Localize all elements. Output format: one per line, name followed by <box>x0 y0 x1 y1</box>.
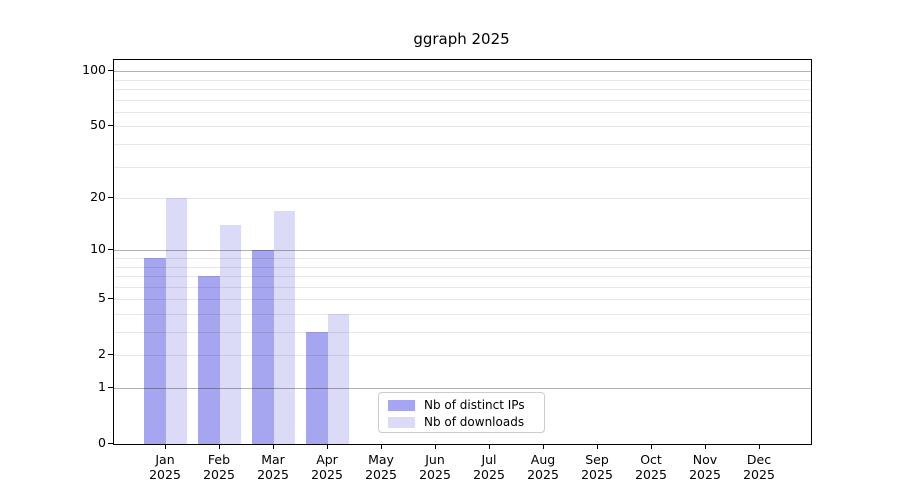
minor-gridline <box>114 111 811 113</box>
x-axis-label: Dec 2025 <box>743 452 775 482</box>
y-axis-tick <box>108 249 113 251</box>
x-axis-label: Sep 2025 <box>581 452 613 482</box>
x-axis-tick <box>381 444 382 449</box>
bar-downloads-0 <box>166 198 187 444</box>
y-axis-label: 20 <box>90 189 106 205</box>
bar-distinct-ips-0 <box>144 258 166 444</box>
legend: Nb of distinct IPs Nb of downloads <box>378 392 545 433</box>
x-axis-label: Oct 2025 <box>635 452 667 482</box>
minor-gridline <box>114 276 811 277</box>
x-axis-label: Feb 2025 <box>203 452 235 482</box>
minor-gridline <box>114 126 811 128</box>
x-axis-label: Apr 2025 <box>311 452 343 482</box>
bar-downloads-2 <box>274 210 295 444</box>
minor-gridline <box>114 166 811 168</box>
bar-distinct-ips-2 <box>252 250 274 444</box>
x-axis-tick <box>705 444 706 449</box>
y-axis-label: 5 <box>98 290 106 306</box>
minor-gridline <box>114 266 811 268</box>
y-axis-label: 10 <box>90 241 106 257</box>
legend-item-downloads: Nb of downloads <box>379 415 524 429</box>
y-axis-label: 0 <box>98 435 106 450</box>
legend-item-distinct-ips: Nb of distinct IPs <box>379 398 525 412</box>
bar-distinct-ips-1 <box>198 276 220 444</box>
minor-gridline <box>114 79 811 81</box>
minor-gridline <box>114 99 811 101</box>
x-axis-label: Nov 2025 <box>689 452 721 482</box>
x-axis-tick <box>489 444 490 449</box>
x-axis-tick <box>273 444 274 449</box>
x-axis-label: Mar 2025 <box>257 452 289 482</box>
y-axis-tick <box>108 70 113 72</box>
x-axis-tick <box>165 444 166 449</box>
legend-label: Nb of downloads <box>424 415 525 429</box>
legend-swatch-downloads <box>388 416 415 428</box>
legend-swatch-distinct-ips <box>388 399 415 411</box>
minor-gridline <box>114 332 811 333</box>
plot-area <box>113 59 812 445</box>
y-axis-tick <box>108 197 113 199</box>
minor-gridline <box>114 314 811 315</box>
minor-gridline <box>114 144 811 145</box>
x-axis-tick <box>759 444 760 449</box>
major-gridline <box>114 388 811 389</box>
x-axis-label: May 2025 <box>365 452 397 482</box>
y-axis-tick <box>108 125 113 127</box>
x-axis-tick <box>543 444 544 449</box>
x-axis-tick <box>651 444 652 449</box>
x-axis-label: Jan 2025 <box>149 452 181 482</box>
chart-title: ggraph 2025 <box>413 30 510 48</box>
legend-label: Nb of distinct IPs <box>424 398 525 412</box>
y-axis-label: 50 <box>90 117 106 133</box>
x-axis-label: Aug 2025 <box>527 452 559 482</box>
y-axis-tick <box>108 443 113 444</box>
x-axis-tick <box>327 444 328 449</box>
y-axis-tick <box>108 298 113 300</box>
minor-gridline <box>114 286 811 288</box>
minor-gridline <box>114 198 811 200</box>
bar-downloads-3 <box>328 314 349 444</box>
major-gridline <box>114 71 811 73</box>
y-axis-label: 100 <box>82 62 106 78</box>
bar-distinct-ips-3 <box>306 332 328 444</box>
y-axis-tick <box>108 387 113 388</box>
x-axis-tick <box>597 444 598 449</box>
y-axis-label: 2 <box>98 346 106 362</box>
minor-gridline <box>114 299 811 301</box>
x-axis-tick <box>219 444 220 449</box>
minor-gridline <box>114 258 811 259</box>
minor-gridline <box>114 89 811 90</box>
minor-gridline <box>114 355 811 357</box>
bar-downloads-1 <box>220 225 241 444</box>
x-axis-label: Jul 2025 <box>473 452 505 482</box>
y-axis-tick <box>108 354 113 356</box>
major-gridline <box>114 250 811 252</box>
y-axis-label: 1 <box>98 379 106 394</box>
x-axis-label: Jun 2025 <box>419 452 451 482</box>
x-axis-tick <box>435 444 436 449</box>
